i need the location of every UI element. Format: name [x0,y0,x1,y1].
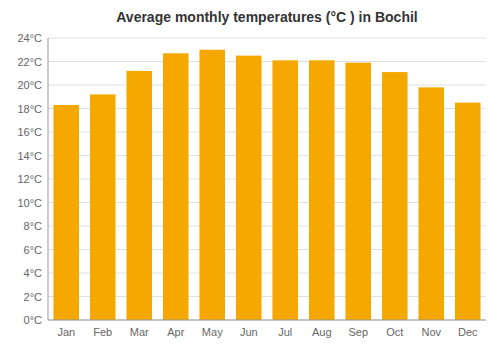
y-tick-label: 24°C [17,32,42,44]
x-tick-label: Dec [458,326,478,338]
bar [382,72,408,320]
y-tick-label: 14°C [17,150,42,162]
x-tick-label: Apr [167,326,184,338]
x-axis: Jan Feb Mar Apr May Jun Jul Aug Sep Oct Nov Dec [57,326,478,338]
x-tick-label: May [202,326,223,338]
bar [53,105,79,320]
bar [126,71,152,320]
chart: Average monthly temperatures (°C ) in Bo… [0,0,500,350]
title: Average monthly temperatures (°C ) in Bo… [116,9,417,25]
x-tick-label: Oct [386,326,403,338]
bar [163,53,189,320]
y-tick-label: 18°C [17,103,42,115]
x-tick-label: Feb [93,326,112,338]
y-axis: 0°C 2°C 4°C 6°C 8°C 10°C 12°C 14°C 16°C 18°C 20°C 2… [17,32,486,326]
bar [455,103,481,320]
x-axis-line [48,320,486,321]
bar [90,94,116,320]
y-tick-label: 8°C [24,220,43,232]
grid-line [48,85,486,86]
x-tick-label: Jan [57,326,75,338]
x-tick-label: Nov [421,326,441,338]
bar [272,60,298,320]
x-tick-label: Jul [278,326,292,338]
y-tick-label: 16°C [17,126,42,138]
bar [345,63,371,320]
x-tick-label: Sep [348,326,368,338]
grid-line [48,38,486,39]
bar [199,50,225,320]
bars [53,50,480,320]
x-tick-label: Jun [240,326,258,338]
grid-line [48,320,486,321]
bar [309,60,335,320]
x-tick-label: Mar [130,326,149,338]
y-tick-label: 10°C [17,197,42,209]
y-tick-label: 0°C [24,314,43,326]
bar [418,87,444,320]
x-tick-label: Aug [312,326,332,338]
y-tick-label: 20°C [17,79,42,91]
y-tick-label: 22°C [17,56,42,68]
bar [236,56,262,320]
y-tick-label: 6°C [24,244,43,256]
y-tick-label: 4°C [24,267,43,279]
y-tick-label: 2°C [24,291,43,303]
y-tick-label: 12°C [17,173,42,185]
grid-line [48,61,486,62]
y-axis-line [48,38,49,320]
